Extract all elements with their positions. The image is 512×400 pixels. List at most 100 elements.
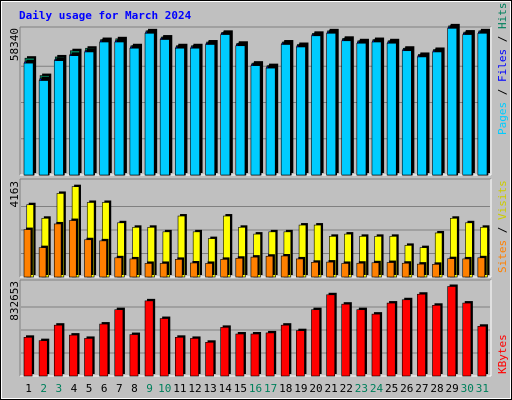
bar-sites-day-29 — [447, 256, 457, 278]
bar-sites-day-28-fill — [432, 264, 440, 278]
x-label-day-14: 14 — [219, 382, 233, 395]
x-label-day-10: 10 — [158, 382, 171, 395]
bar-pages-day-5 — [84, 49, 96, 176]
bar-sites-day-12-fill — [190, 262, 198, 278]
bar-kbytes-day-1 — [23, 335, 35, 377]
bar-sites-day-31-fill — [477, 257, 486, 278]
x-label-day-29: 29 — [446, 382, 459, 395]
bar-kbytes-day-5-fill — [84, 338, 93, 377]
x-label-day-24: 24 — [370, 382, 384, 395]
series-sep-3: / — [496, 220, 509, 240]
bar-sites-day-20 — [311, 260, 321, 278]
bar-sites-day-12 — [190, 261, 200, 278]
x-label-day-2: 2 — [40, 382, 47, 395]
bar-pages-day-26-fill — [401, 50, 412, 176]
bar-pages-day-11 — [174, 46, 187, 176]
bar-pages-day-15 — [235, 43, 247, 176]
x-label-day-30: 30 — [461, 382, 474, 395]
bar-pages-day-16 — [250, 63, 263, 176]
bar-kbytes-day-12 — [190, 336, 201, 377]
bar-sites-day-22 — [341, 261, 351, 278]
bar-kbytes-day-7 — [114, 307, 125, 377]
bar-kbytes-day-31-fill — [477, 325, 487, 377]
bar-sites-day-1 — [23, 227, 33, 278]
bar-kbytes-day-5 — [84, 336, 95, 377]
bar-pages-day-8-fill — [129, 47, 140, 176]
bar-kbytes-day-29 — [447, 284, 458, 377]
bar-kbytes-day-6-fill — [99, 323, 109, 377]
bar-kbytes-day-15 — [235, 332, 246, 377]
x-label-day-21: 21 — [325, 382, 338, 395]
bar-sites-day-21-fill — [326, 261, 334, 278]
bar-kbytes-day-26 — [401, 297, 413, 377]
bar-sites-day-5-fill — [84, 239, 92, 278]
bar-sites-day-26-fill — [401, 262, 410, 278]
bar-kbytes-day-19-fill — [296, 330, 305, 377]
bar-pages-day-24 — [371, 40, 384, 176]
bar-sites-day-15 — [235, 256, 245, 278]
bar-sites-day-2 — [38, 245, 48, 278]
bar-kbytes-day-7-fill — [114, 309, 124, 377]
series-label-hits: Hits — [496, 3, 509, 30]
x-label-day-25: 25 — [385, 382, 398, 395]
x-label-day-6: 6 — [101, 382, 108, 395]
bar-pages-day-2 — [38, 78, 51, 176]
bar-kbytes-day-26-fill — [401, 299, 411, 377]
bar-kbytes-day-16-fill — [250, 333, 260, 377]
bar-kbytes-day-30 — [462, 301, 473, 377]
x-label-day-9: 9 — [146, 382, 153, 395]
bar-sites-day-8 — [129, 256, 139, 278]
bar-pages-day-2-fill — [38, 80, 49, 176]
bar-sites-day-4 — [69, 218, 79, 278]
pages-files-hits-panel — [19, 23, 492, 176]
chart-title: Daily usage for March 2024 — [19, 9, 192, 22]
bar-pages-day-23-fill — [356, 42, 367, 176]
bar-sites-day-16 — [250, 255, 260, 278]
bar-sites-day-8-fill — [129, 258, 138, 278]
x-label-day-12: 12 — [188, 382, 201, 395]
bar-pages-day-6-fill — [99, 41, 110, 176]
bar-pages-day-27 — [417, 54, 429, 176]
bar-pages-day-13-fill — [205, 44, 215, 176]
bar-kbytes-day-21-fill — [326, 294, 336, 377]
bar-sites-day-10-fill — [159, 263, 168, 278]
bar-sites-day-18-fill — [280, 255, 289, 278]
bar-pages-day-27-fill — [417, 56, 427, 176]
bar-kbytes-day-24 — [371, 312, 383, 377]
bar-sites-day-19 — [296, 256, 306, 278]
bar-pages-day-14-fill — [220, 34, 231, 176]
bar-pages-day-31-fill — [477, 33, 488, 176]
bar-sites-day-5 — [84, 237, 94, 278]
bar-sites-day-6 — [99, 238, 109, 278]
bar-pages-day-22-fill — [341, 40, 352, 176]
x-label-day-15: 15 — [234, 382, 247, 395]
bar-kbytes-day-18 — [280, 323, 292, 377]
bar-kbytes-day-20-fill — [311, 309, 320, 377]
bar-pages-day-21 — [326, 31, 338, 176]
bar-kbytes-day-23-fill — [356, 309, 366, 377]
bar-kbytes-day-17-fill — [265, 332, 275, 377]
x-label-day-13: 13 — [203, 382, 216, 395]
bar-kbytes-day-14 — [220, 325, 231, 377]
ymax-label-visits: 4163 — [8, 181, 21, 208]
bar-pages-day-13 — [205, 42, 217, 176]
bar-sites-day-28 — [432, 262, 442, 278]
x-label-day-22: 22 — [340, 382, 353, 395]
bar-pages-day-20-fill — [311, 35, 321, 176]
bar-sites-day-24 — [371, 260, 381, 278]
bar-kbytes-day-12-fill — [190, 338, 199, 377]
bar-kbytes-day-30-fill — [462, 302, 472, 377]
bar-pages-day-7 — [114, 40, 126, 176]
bar-pages-day-31 — [477, 31, 489, 176]
series-sep-1: / — [496, 82, 509, 102]
bar-pages-day-30 — [462, 32, 474, 176]
bar-pages-day-28-fill — [432, 51, 442, 176]
bar-pages-day-24-fill — [371, 41, 382, 176]
x-label-day-4: 4 — [71, 382, 78, 395]
bar-kbytes-day-2 — [38, 338, 50, 377]
bar-sites-day-7 — [114, 255, 124, 278]
bar-pages-day-16-fill — [250, 65, 261, 176]
series-label-panel1: Pages / Files / Hits — [496, 3, 509, 136]
